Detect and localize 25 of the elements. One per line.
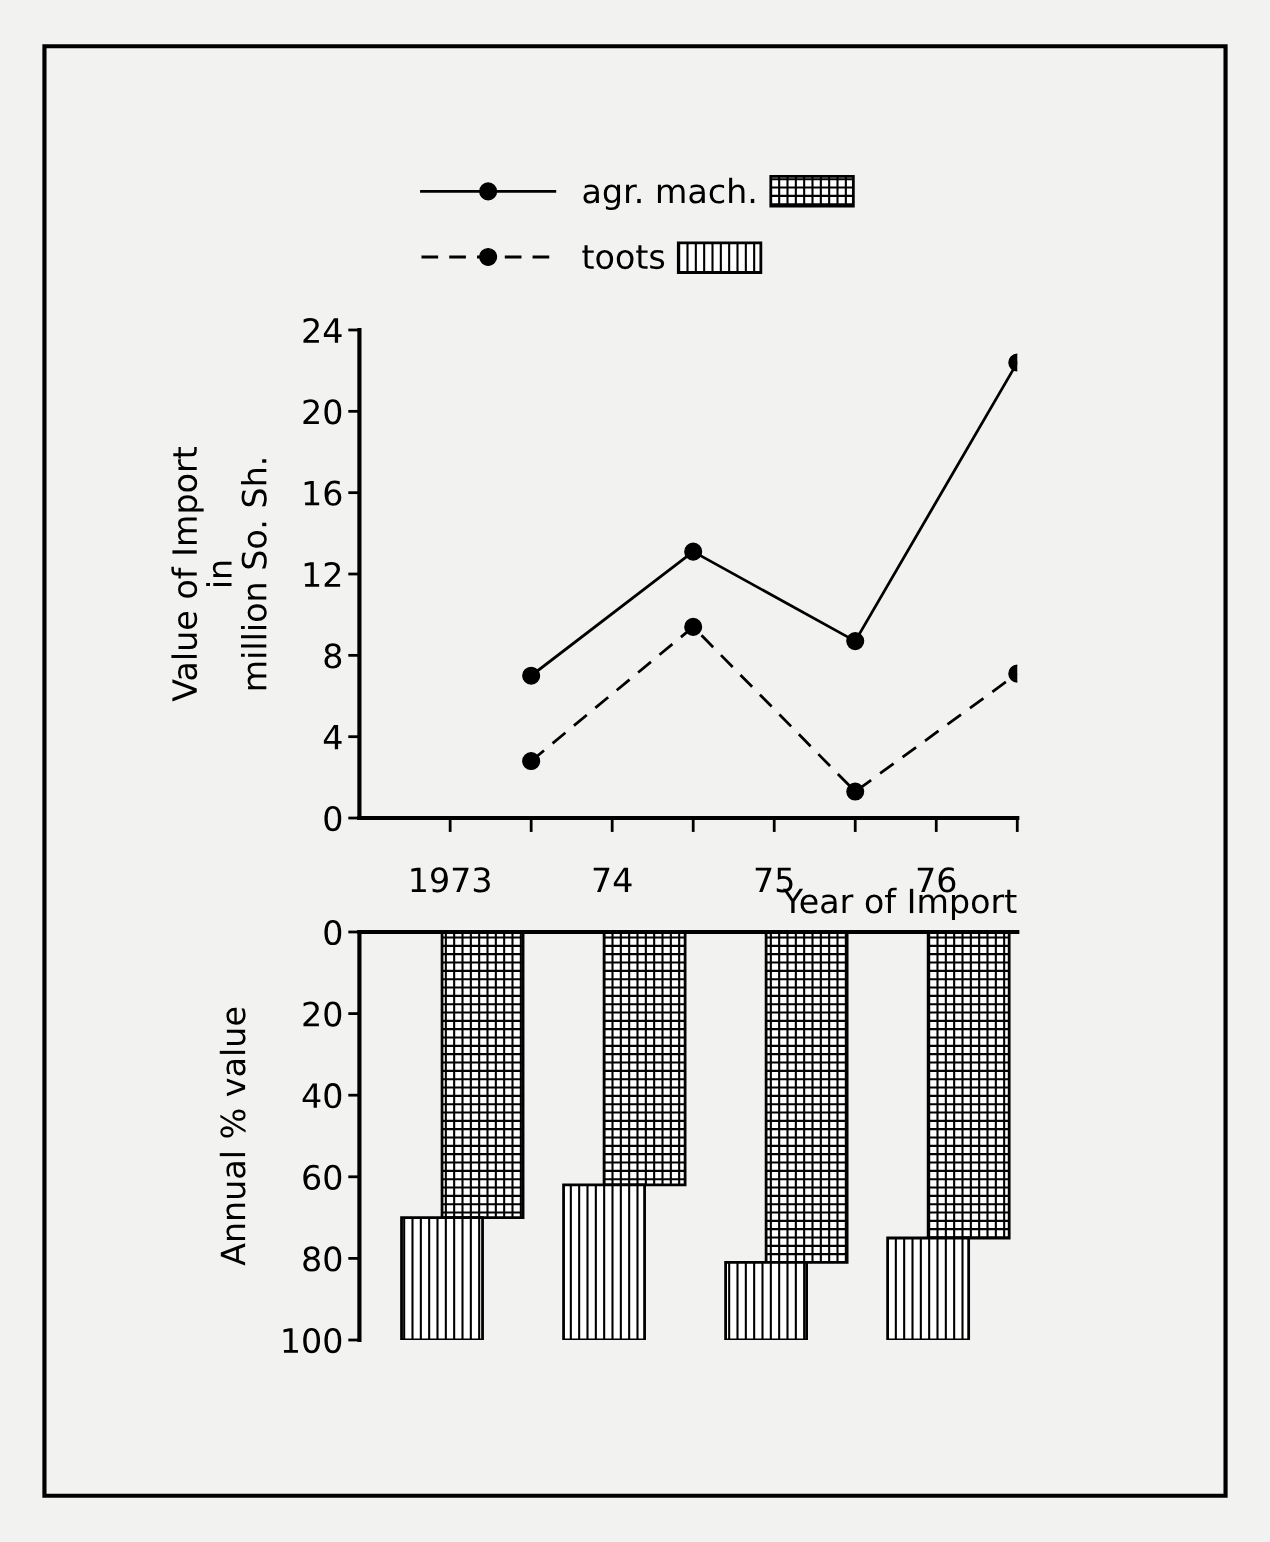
x-tick-label: 74 <box>593 867 632 892</box>
legend-label: agr. mach. <box>583 177 755 210</box>
y-tick-label: 0 <box>324 919 342 946</box>
y-tick-label: 80 <box>303 1246 342 1272</box>
y-tick-label: 12 <box>304 561 341 587</box>
y-tick-label: 20 <box>303 399 342 425</box>
point <box>684 542 703 561</box>
y-tick-label: 16 <box>304 480 342 506</box>
y-tick-label: 4 <box>323 725 342 750</box>
y-tick-label: 0 <box>324 805 342 832</box>
point <box>846 782 865 801</box>
y-tick-label: 8 <box>324 643 342 669</box>
point <box>522 752 541 771</box>
legend-label: toots <box>582 245 665 270</box>
y-axis-title: Annual % value <box>219 1007 246 1266</box>
y-tick-label: 60 <box>303 1164 342 1190</box>
point <box>684 617 703 636</box>
point <box>846 632 865 651</box>
x-tick-label: 1973 <box>411 867 490 893</box>
y-tick-label: 24 <box>303 317 342 343</box>
y-tick-label: 20 <box>303 1001 342 1027</box>
y-tick-label: 100 <box>283 1327 342 1354</box>
y-tick-label: 40 <box>302 1083 342 1109</box>
y-axis-title: Value of Import in million So. Sh. <box>171 447 267 702</box>
point <box>522 666 541 685</box>
